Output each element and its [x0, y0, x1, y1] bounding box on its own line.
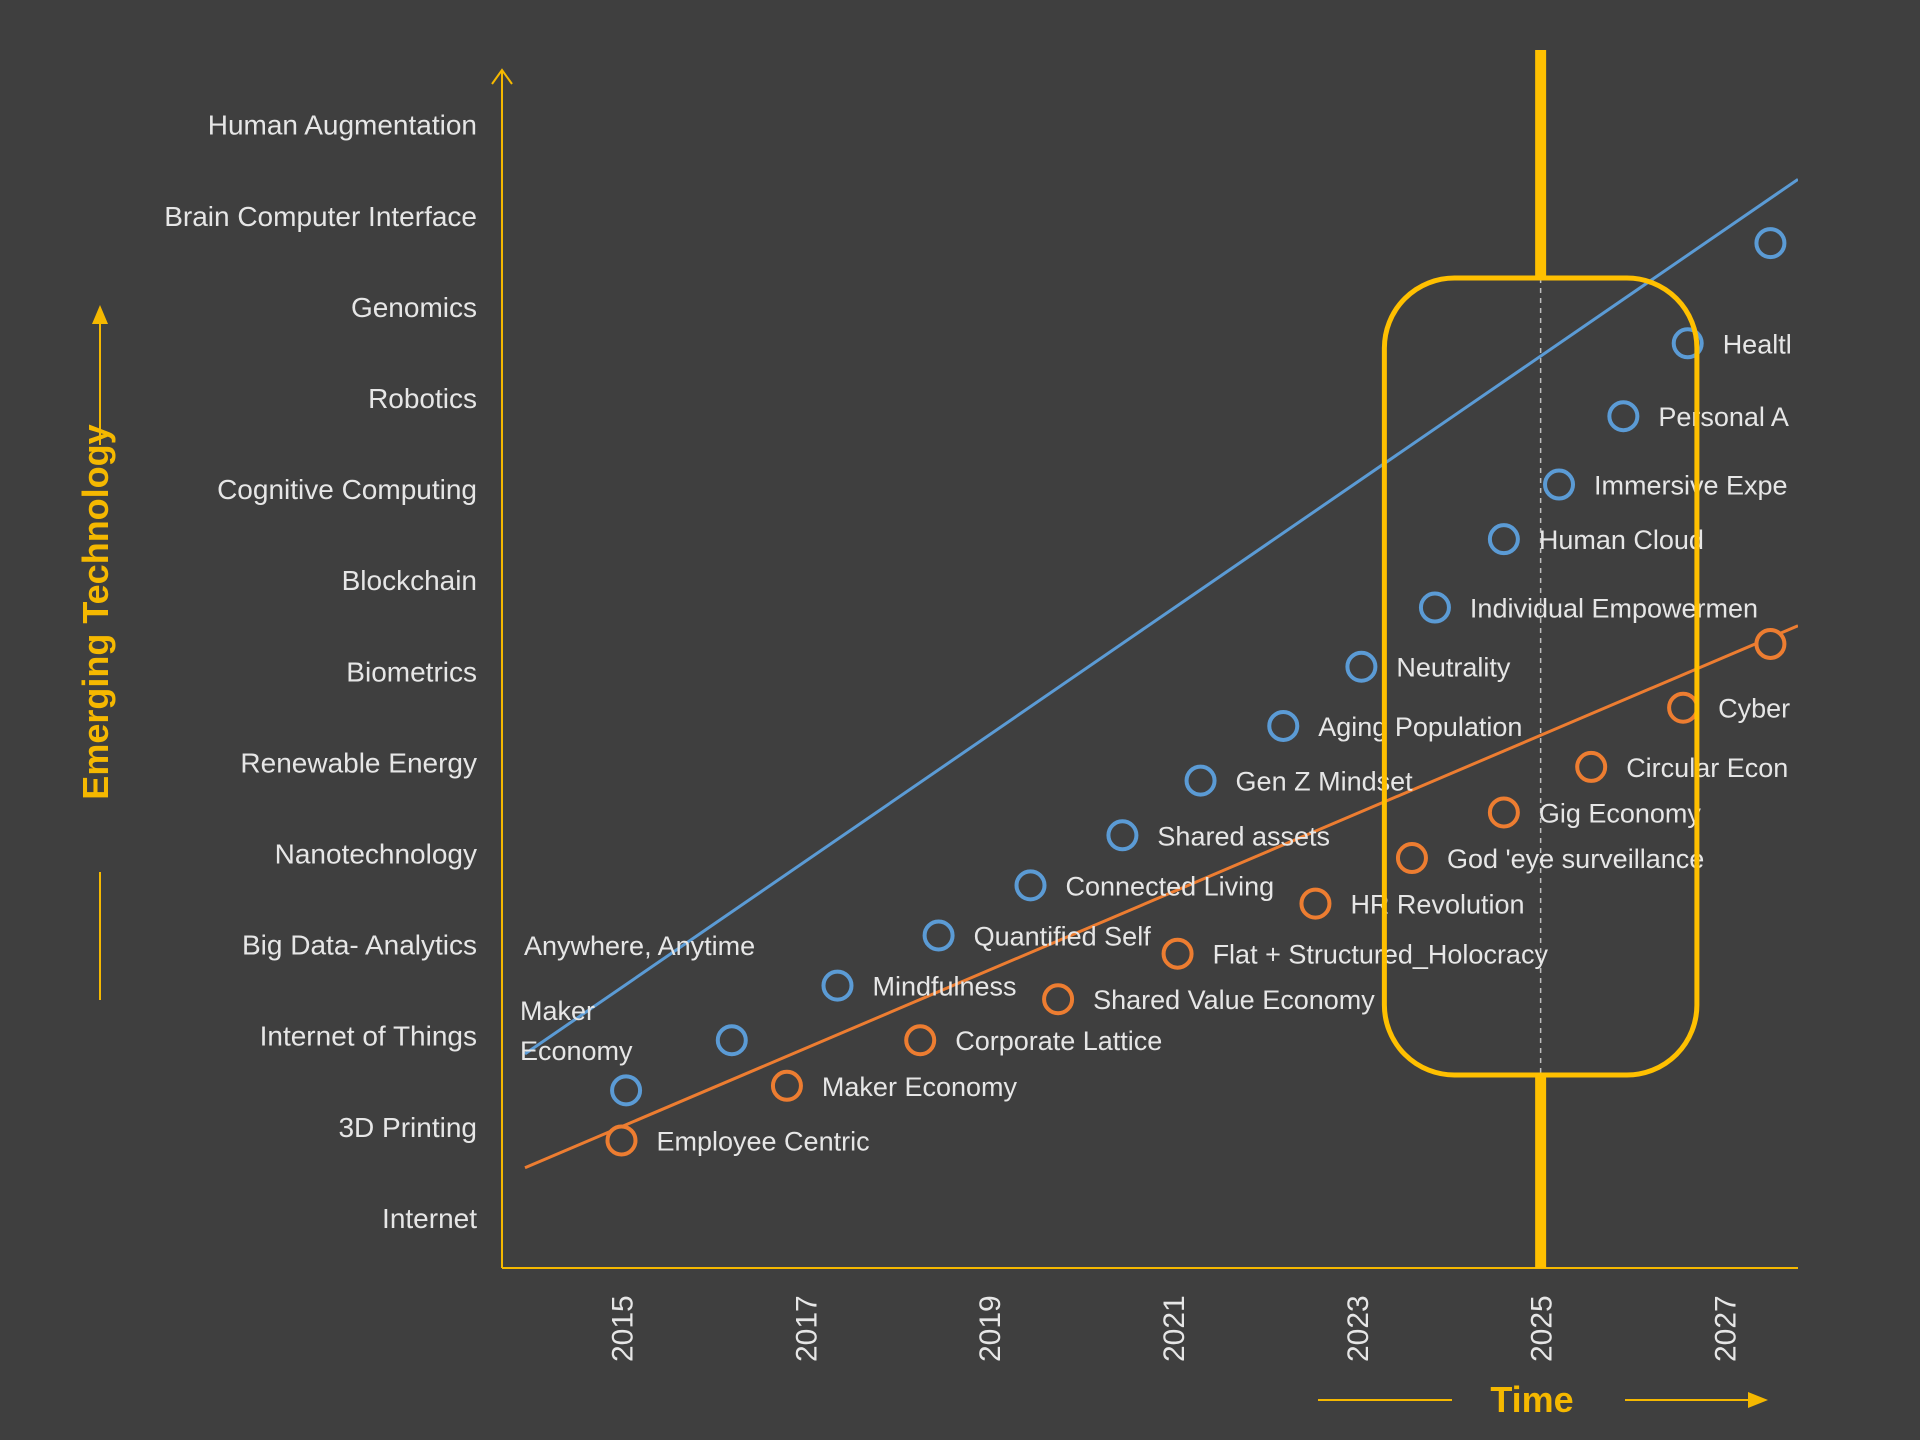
y-category-label: Internet of Things [260, 1021, 477, 1052]
point-label: Circular Econ [1626, 753, 1788, 783]
series-point [715, 1024, 748, 1057]
x-title-arrow-icon [1748, 1392, 1768, 1408]
x-tick-label: 2019 [974, 1295, 1007, 1362]
series-point [1161, 937, 1194, 970]
point-label: Cyber [1718, 694, 1790, 724]
point-label: Connected Living [1066, 871, 1275, 901]
series-point [1345, 650, 1378, 683]
y-category-label: Genomics [351, 292, 477, 323]
x-tick-label: 2025 [1526, 1295, 1559, 1362]
point-label: Healtl [1723, 329, 1792, 359]
point-label: Neutrality [1396, 653, 1511, 683]
series-point [1575, 750, 1608, 783]
point-label: Individual Empowermen [1470, 594, 1758, 624]
point-label: Corporate Lattice [955, 1026, 1162, 1056]
series-point [1607, 400, 1640, 433]
series-point [821, 969, 854, 1002]
point-label: HR Revolution [1350, 890, 1524, 920]
y-category-label: Robotics [368, 383, 477, 414]
point-label: Aging Population [1318, 712, 1522, 742]
point-label: Shared Value Economy [1093, 985, 1375, 1015]
y-axis-title: Emerging Technology [75, 424, 116, 799]
series-point [1667, 691, 1700, 724]
x-tick-label: 2023 [1342, 1295, 1375, 1362]
series-point [1543, 468, 1576, 501]
series-point [1299, 887, 1332, 920]
x-tick-label: 2015 [606, 1295, 639, 1362]
x-tick-label: 2017 [790, 1295, 823, 1362]
y-title-arrow-icon [92, 305, 108, 324]
series-point [1418, 591, 1451, 624]
point-label: Human Cloud [1539, 525, 1704, 555]
y-category-label: Big Data- Analytics [242, 930, 477, 961]
y-category-label: Internet [382, 1203, 477, 1234]
series-point [770, 1069, 803, 1102]
x-tick-label: 2027 [1709, 1295, 1742, 1362]
series-point [1106, 819, 1139, 852]
y-category-label: Biometrics [346, 656, 477, 687]
x-tick-label: 2021 [1158, 1295, 1191, 1362]
series-point [1487, 523, 1520, 556]
point-label: Shared assets [1157, 821, 1330, 851]
series-point [1014, 869, 1047, 902]
series-point [1267, 709, 1300, 742]
series-point [1487, 796, 1520, 829]
point-label: Personal A [1658, 402, 1789, 432]
y-category-label: 3D Printing [338, 1112, 477, 1143]
point-label: God 'eye surveillance [1447, 844, 1704, 874]
y-category-label: Nanotechnology [275, 838, 477, 869]
y-category-label: Cognitive Computing [217, 474, 477, 505]
y-category-label: Human Augmentation [208, 110, 477, 141]
series-point [610, 1074, 643, 1107]
series-point [605, 1124, 638, 1157]
point-label: Quantified Self [974, 921, 1152, 951]
point-label: Anywhere, Anytime [524, 931, 755, 961]
y-category-label: Renewable Energy [240, 747, 477, 778]
series-point [1184, 764, 1217, 797]
series-point [922, 919, 955, 952]
y-category-label: Brain Computer Interface [164, 201, 477, 232]
series-point [1754, 227, 1787, 260]
point-label: Maker Economy [520, 996, 633, 1066]
y-axis-arrowhead-icon [491, 68, 513, 85]
y-category-label: Blockchain [342, 565, 477, 596]
series-line [524, 624, 1798, 1170]
series-point [1042, 983, 1075, 1016]
x-axis-title: Time [1490, 1379, 1573, 1420]
series-point [1754, 627, 1787, 660]
point-label: Gig Economy [1539, 798, 1702, 828]
series-line [524, 178, 1798, 1056]
point-label: Immersive Expe [1594, 471, 1788, 501]
point-label: Maker Economy [822, 1072, 1018, 1102]
highlight-box [1381, 275, 1700, 1078]
point-label: Flat + Structured_Holocracy [1213, 940, 1549, 970]
series-point [904, 1024, 937, 1057]
point-label: Mindfulness [872, 972, 1016, 1002]
point-label: Employee Centric [656, 1126, 869, 1156]
series-point [1395, 842, 1428, 875]
